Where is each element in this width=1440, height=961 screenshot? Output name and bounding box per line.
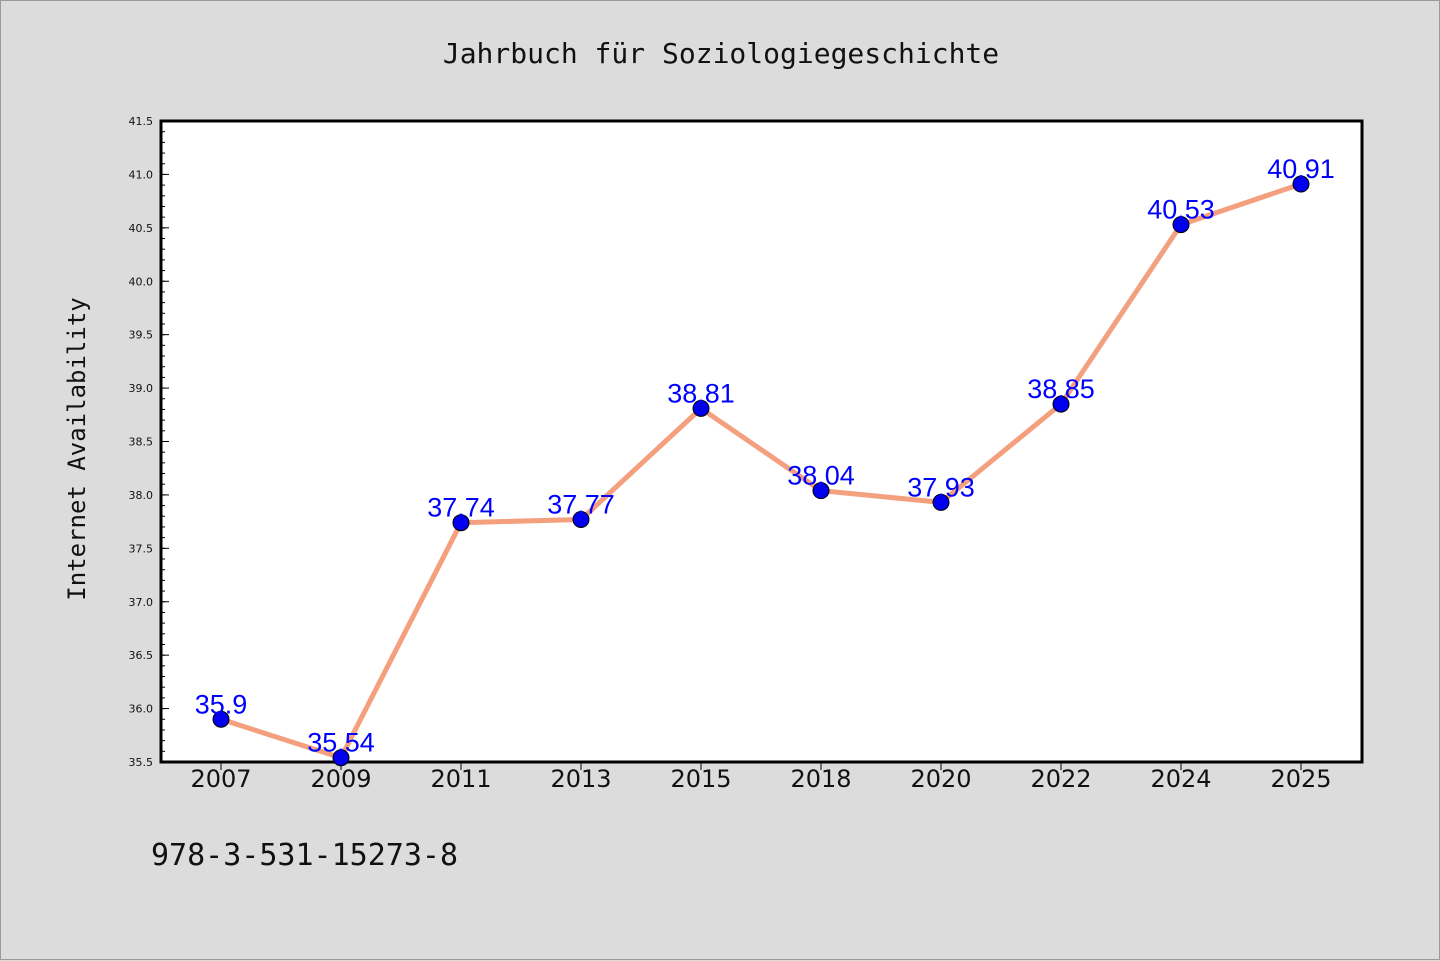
x-tick-label: 2024	[1150, 765, 1211, 793]
x-tick-label: 2009	[310, 765, 371, 793]
y-tick-label: 37.5	[129, 542, 154, 555]
y-tick-label: 37.0	[129, 596, 154, 609]
data-label: 38.85	[1027, 374, 1095, 404]
y-axis-ticks: 35.5 36.0 36.5 37.0 37.5 38.0 38.5 39.0 39.5 40.0…	[129, 115, 169, 769]
data-label: 40.53	[1147, 195, 1215, 225]
x-tick-label: 2020	[910, 765, 971, 793]
x-tick-label: 2011	[430, 765, 491, 793]
data-labels-group: 35.9 35.54 37.74 37.77 38.81 38.04 37.93 38.85 4…	[195, 154, 1335, 758]
x-axis-ticks: 2007 2009 2011 2013 2015 2018 2020 2022 2024 2025	[190, 762, 1332, 793]
series-line-group	[220, 181, 1302, 761]
y-tick-label: 36.0	[129, 703, 154, 716]
data-label: 35.9	[195, 689, 248, 719]
y-tick-label: 38.5	[129, 436, 154, 449]
x-tick-label: 2018	[790, 765, 851, 793]
data-point-marker	[1052, 395, 1070, 413]
data-point-marker	[692, 399, 710, 417]
x-tick-label: 2015	[670, 765, 731, 793]
data-point-marker	[932, 493, 950, 511]
data-label: 35.54	[307, 728, 375, 758]
data-label: 37.77	[547, 489, 615, 519]
plot-area	[159, 119, 1364, 764]
y-tick-label: 40.5	[129, 222, 154, 235]
y-tick-label: 36.5	[129, 649, 154, 662]
y-tick-label: 39.0	[129, 382, 154, 395]
isbn-caption: 978-3-531-15273-8	[151, 838, 458, 873]
y-tick-label: 40.0	[129, 275, 154, 288]
x-tick-label: 2022	[1030, 765, 1091, 793]
y-tick-label: 35.5	[129, 756, 154, 769]
data-point-marker	[332, 749, 350, 767]
y-tick-label: 38.0	[129, 489, 154, 502]
data-label: 40.91	[1267, 154, 1335, 184]
series-markers-group	[212, 175, 1310, 767]
data-label: 38.04	[787, 461, 855, 491]
data-point-marker	[452, 514, 470, 532]
data-point-marker	[1292, 175, 1310, 193]
data-point-marker	[812, 482, 830, 500]
data-label: 38.81	[667, 378, 735, 408]
data-point-marker	[212, 710, 230, 728]
y-tick-label: 41.5	[129, 115, 154, 128]
series-line	[220, 181, 1302, 761]
y-tick-label: 39.5	[129, 329, 154, 342]
chart-title: Jahrbuch für Soziologiegeschichte	[443, 37, 999, 70]
data-point-marker	[572, 510, 590, 528]
data-point-marker	[1172, 216, 1190, 234]
data-label: 37.93	[907, 472, 975, 502]
y-axis-label: Internet Availability	[63, 297, 91, 600]
x-tick-label: 2007	[190, 765, 251, 793]
data-label: 37.74	[427, 493, 495, 523]
y-tick-label: 41.0	[129, 168, 154, 181]
x-tick-label: 2025	[1270, 765, 1331, 793]
x-tick-label: 2013	[550, 765, 611, 793]
